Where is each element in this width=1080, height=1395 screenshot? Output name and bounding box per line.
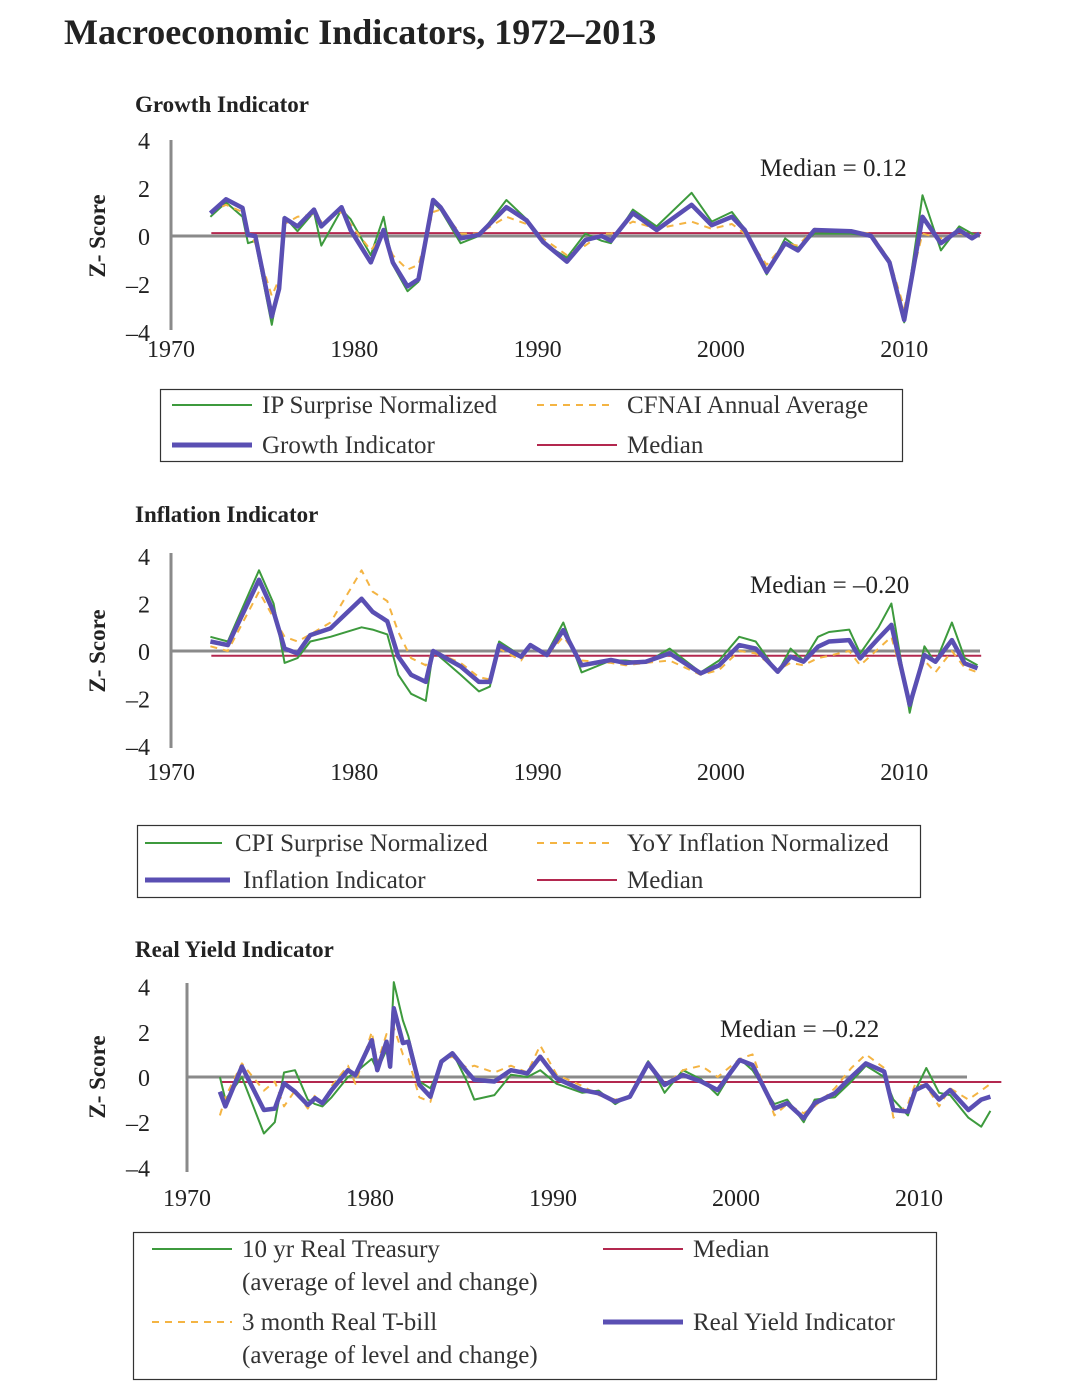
- y-axis-label: Z- Score: [85, 1035, 110, 1118]
- chart-title: Growth Indicator: [135, 92, 309, 117]
- series-purple-line: [208, 197, 981, 323]
- x-tick-label: 2000: [712, 1186, 760, 1212]
- series-green-line: [210, 569, 978, 714]
- legend-label: (average of level and change): [242, 1269, 538, 1296]
- y-tick-label: 4: [138, 129, 150, 155]
- y-tick-label: 2: [138, 1021, 150, 1047]
- x-tick-label: 1990: [514, 760, 562, 786]
- y-tick-label: 0: [138, 1066, 150, 1092]
- x-tick-label: 1980: [346, 1186, 394, 1212]
- median-annotation: Median = –0.20: [750, 572, 909, 599]
- legend-box: [159, 388, 904, 463]
- x-tick-label: 1970: [147, 760, 195, 786]
- legend-real-yield: 10 yr Real Treasury (average of level an…: [132, 1231, 938, 1381]
- legend-label: Growth Indicator: [262, 432, 436, 459]
- legend-box: [136, 824, 922, 899]
- chart-title: Inflation Indicator: [135, 502, 318, 527]
- legend-label: Inflation Indicator: [243, 867, 426, 894]
- y-tick-label: –4: [125, 1156, 150, 1182]
- legend-label: (average of level and change): [242, 1342, 538, 1369]
- legend-label: Median: [627, 867, 704, 894]
- chart-3: Real Yield Indicator Z- Score 4 2 0 –2 –4 1970 1…: [85, 937, 1002, 1212]
- legend-inflation: CPI Surprise Normalized YoY Inflation No…: [136, 824, 922, 899]
- legend-label: Median: [627, 432, 704, 459]
- x-tick-label: 1970: [163, 1186, 211, 1212]
- x-tick-label: 2010: [880, 760, 928, 786]
- legend-growth: IP Surprise Normalized CFNAI Annual Aver…: [159, 388, 904, 463]
- y-tick-label: –2: [125, 273, 150, 299]
- y-axis-label: Z- Score: [85, 609, 110, 692]
- legend-label: Real Yield Indicator: [693, 1309, 895, 1336]
- y-tick-label: 4: [138, 545, 150, 571]
- legend-box: [132, 1231, 938, 1381]
- x-tick-label: 1980: [330, 337, 378, 363]
- y-axis-label: Z- Score: [85, 194, 110, 277]
- legend-label: IP Surprise Normalized: [262, 392, 498, 419]
- y-tick-label: 4: [138, 976, 150, 1002]
- y-tick-label: –4: [125, 735, 150, 761]
- median-annotation: Median = 0.12: [760, 155, 907, 182]
- legend-label: CPI Surprise Normalized: [235, 830, 488, 857]
- x-tick-label: 1970: [147, 337, 195, 363]
- chart-title: Real Yield Indicator: [135, 937, 334, 962]
- median-annotation: Median = –0.22: [720, 1016, 879, 1043]
- x-tick-label: 2010: [880, 337, 928, 363]
- series-purple-line: [217, 1006, 992, 1121]
- figure-title: Macroeconomic Indicators, 1972–2013: [64, 12, 656, 52]
- y-tick-label: 0: [138, 225, 150, 251]
- x-tick-label: 1990: [529, 1186, 577, 1212]
- x-tick-label: 2000: [697, 337, 745, 363]
- legend-label: YoY Inflation Normalized: [627, 830, 889, 857]
- series-green-line: [209, 191, 980, 326]
- y-tick-label: –4: [125, 321, 150, 347]
- legend-label: 3 month Real T-bill: [242, 1309, 437, 1336]
- legend-label: CFNAI Annual Average: [627, 392, 868, 419]
- x-tick-label: 2000: [697, 760, 745, 786]
- y-tick-label: 2: [138, 177, 150, 203]
- y-tick-label: 2: [138, 593, 150, 619]
- y-tick-label: 0: [138, 640, 150, 666]
- x-tick-label: 1980: [330, 760, 378, 786]
- legend-label: Median: [693, 1236, 770, 1263]
- y-tick-label: –2: [125, 1111, 150, 1137]
- series-purple-line: [209, 577, 979, 708]
- series-green-line: [218, 981, 992, 1135]
- legend-label: 10 yr Real Treasury: [242, 1236, 440, 1263]
- x-tick-label: 2010: [895, 1186, 943, 1212]
- x-tick-label: 1990: [514, 337, 562, 363]
- y-tick-label: –2: [125, 688, 150, 714]
